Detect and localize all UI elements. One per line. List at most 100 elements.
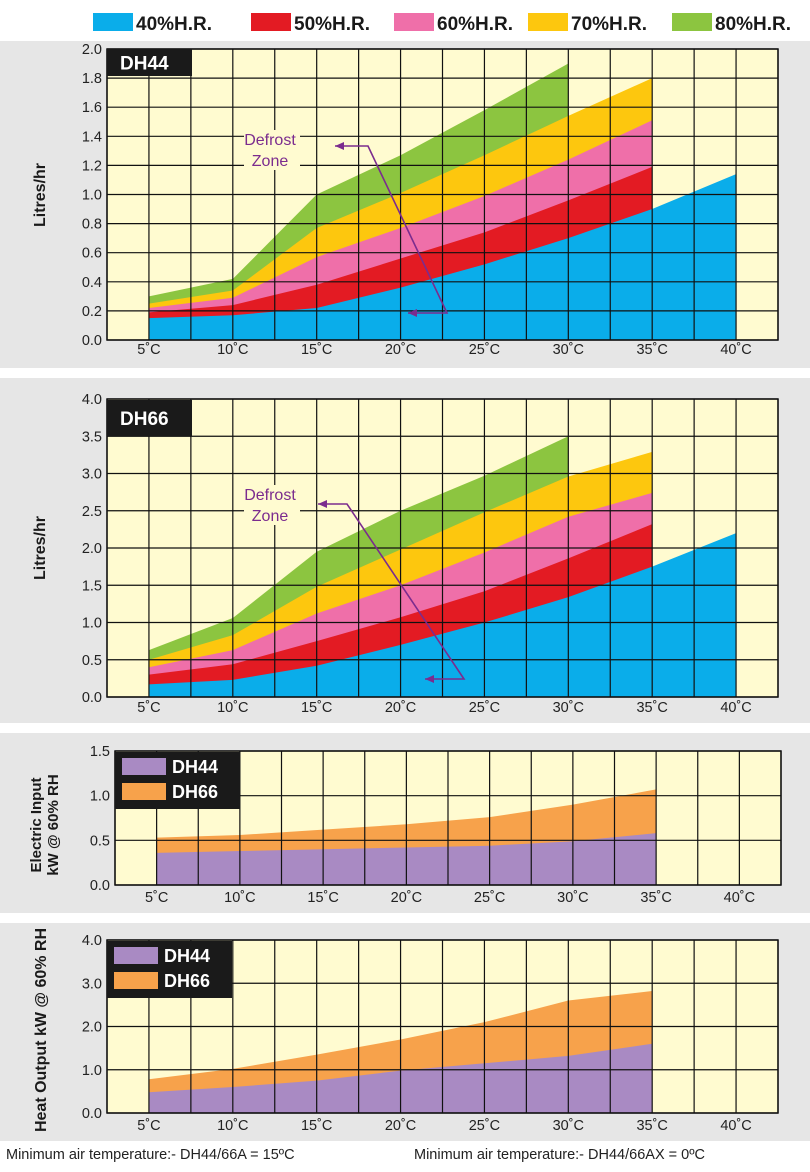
y-tick-label: 0.0 (82, 333, 102, 349)
x-tick-label: 35˚C (636, 700, 667, 716)
y-tick-label: 1.0 (90, 789, 110, 805)
x-tick-label: 35˚C (636, 342, 667, 358)
y-tick-label: 2.0 (82, 541, 102, 557)
y-tick-label: 1.5 (82, 578, 102, 594)
inner-legend-label: DH44 (172, 757, 218, 777)
y-tick-label: 2.5 (82, 504, 102, 520)
chart-panel-3: 0.0 0.5 1.0 1.5 5˚C 10˚C 15˚C 20˚C 25˚C 30˚C 35˚C 4… (0, 733, 810, 913)
inner-legend-label: DH66 (172, 782, 218, 802)
x-tick-label: 5˚C (145, 890, 168, 906)
chart-panel-4: 0.0 1.0 2.0 3.0 4.0 5˚C 10˚C 15˚C 20˚C 25˚C 30˚C 35… (0, 923, 810, 1141)
x-tick-label: 5˚C (137, 342, 160, 358)
chart-title: DH66 (120, 409, 169, 430)
y-tick-label: 1.4 (82, 129, 102, 145)
x-tick-label: 5˚C (137, 1118, 160, 1134)
x-tick-label: 25˚C (474, 890, 505, 906)
x-tick-label: 20˚C (385, 1118, 416, 1134)
inner-legend-label: DH66 (164, 971, 210, 991)
x-tick-label: 30˚C (557, 890, 588, 906)
chart-panel-1: 0.0 0.2 0.4 0.6 0.8 1.0 1.2 1.4 1.6 1.8 2.0 5˚C 10˚C… (0, 41, 810, 368)
x-tick-label: 10˚C (217, 342, 248, 358)
y-tick-label: 1.2 (82, 158, 102, 174)
legend-label: 60%H.R. (437, 14, 513, 35)
x-tick-label: 20˚C (391, 890, 422, 906)
y-axis-title-line: kW @ 60% RH (45, 774, 62, 875)
y-tick-label: 0.0 (82, 1106, 102, 1122)
y-tick-label: 0.0 (90, 878, 110, 894)
x-tick-label: 15˚C (301, 342, 332, 358)
x-tick-label: 35˚C (640, 890, 671, 906)
y-axis-title: Electric InputkW @ 60% RH (28, 774, 62, 875)
footer-left-note: Minimum air temperature:- DH44/66A = 15º… (6, 1147, 295, 1163)
y-axis-title: Litres/hr (32, 516, 49, 580)
legend-label: 70%H.R. (571, 14, 647, 35)
y-tick-label: 2.0 (82, 1020, 102, 1036)
x-tick-label: 30˚C (553, 700, 584, 716)
y-tick-label: 2.0 (82, 42, 102, 58)
legend-swatch (251, 13, 291, 31)
y-axis-title: Litres/hr (32, 163, 49, 227)
annotation-label: Defrost (244, 487, 296, 504)
legend-item-4: 70%H.R. (528, 13, 647, 35)
x-tick-label: 10˚C (224, 890, 255, 906)
legend-label: 50%H.R. (294, 14, 370, 35)
legend-swatch (394, 13, 434, 31)
inner-legend-swatch (122, 758, 166, 775)
legend-swatch (528, 13, 568, 31)
inner-legend: DH44 DH66 (115, 752, 240, 809)
x-tick-label: 10˚C (217, 1118, 248, 1134)
y-tick-label: 0.5 (82, 653, 102, 669)
y-tick-label: 0.2 (82, 304, 102, 320)
inner-legend-label: DH44 (164, 946, 210, 966)
x-tick-label: 35˚C (636, 1118, 667, 1134)
y-tick-label: 4.0 (82, 392, 102, 408)
y-axis-title-line: Electric Input (28, 777, 45, 872)
y-tick-label: 1.0 (82, 1063, 102, 1079)
y-tick-label: 1.8 (82, 71, 102, 87)
y-tick-label: 0.6 (82, 246, 102, 262)
legend-item-5: 80%H.R. (672, 13, 791, 35)
x-tick-label: 15˚C (307, 890, 338, 906)
inner-legend-swatch (114, 947, 158, 964)
y-tick-label: 1.5 (90, 744, 110, 760)
inner-legend: DH44 DH66 (107, 941, 232, 998)
x-tick-label: 20˚C (385, 342, 416, 358)
x-tick-label: 15˚C (301, 700, 332, 716)
x-tick-label: 15˚C (301, 1118, 332, 1134)
x-tick-label: 40˚C (720, 342, 751, 358)
y-tick-label: 4.0 (82, 933, 102, 949)
x-tick-label: 40˚C (724, 890, 755, 906)
inner-legend-swatch (114, 972, 158, 989)
chart-panel-2: 0.0 0.5 1.0 1.5 2.0 2.5 3.0 3.5 4.0 5˚C 10˚C 15˚C 20… (0, 378, 810, 723)
footer-right-note: Minimum air temperature:- DH44/66AX = 0º… (414, 1147, 705, 1163)
y-tick-label: 1.6 (82, 100, 102, 116)
x-tick-label: 25˚C (469, 342, 500, 358)
x-tick-label: 40˚C (720, 700, 751, 716)
legend-swatch (672, 13, 712, 31)
x-tick-label: 40˚C (720, 1118, 751, 1134)
chart-title: DH44 (120, 54, 169, 75)
inner-legend-swatch (122, 783, 166, 800)
x-tick-label: 20˚C (385, 700, 416, 716)
x-tick-label: 30˚C (553, 1118, 584, 1134)
y-tick-label: 0.5 (90, 833, 110, 849)
y-axis-title: Heat Output kW @ 60% RH (33, 928, 50, 1132)
y-tick-label: 3.0 (82, 976, 102, 992)
legend-item-3: 60%H.R. (394, 13, 513, 35)
legend-item-2: 50%H.R. (251, 13, 370, 35)
y-tick-label: 1.0 (82, 188, 102, 204)
y-tick-label: 0.4 (82, 275, 102, 291)
annotation-label: Defrost (244, 132, 296, 149)
x-tick-label: 25˚C (469, 700, 500, 716)
x-tick-label: 30˚C (553, 342, 584, 358)
annotation-label: Zone (252, 508, 289, 525)
y-tick-label: 0.0 (82, 690, 102, 706)
y-tick-label: 3.5 (82, 429, 102, 445)
y-tick-label: 1.0 (82, 616, 102, 632)
x-tick-label: 5˚C (137, 700, 160, 716)
y-tick-label: 3.0 (82, 467, 102, 483)
y-tick-label: 0.8 (82, 217, 102, 233)
x-tick-label: 10˚C (217, 700, 248, 716)
x-tick-label: 25˚C (469, 1118, 500, 1134)
